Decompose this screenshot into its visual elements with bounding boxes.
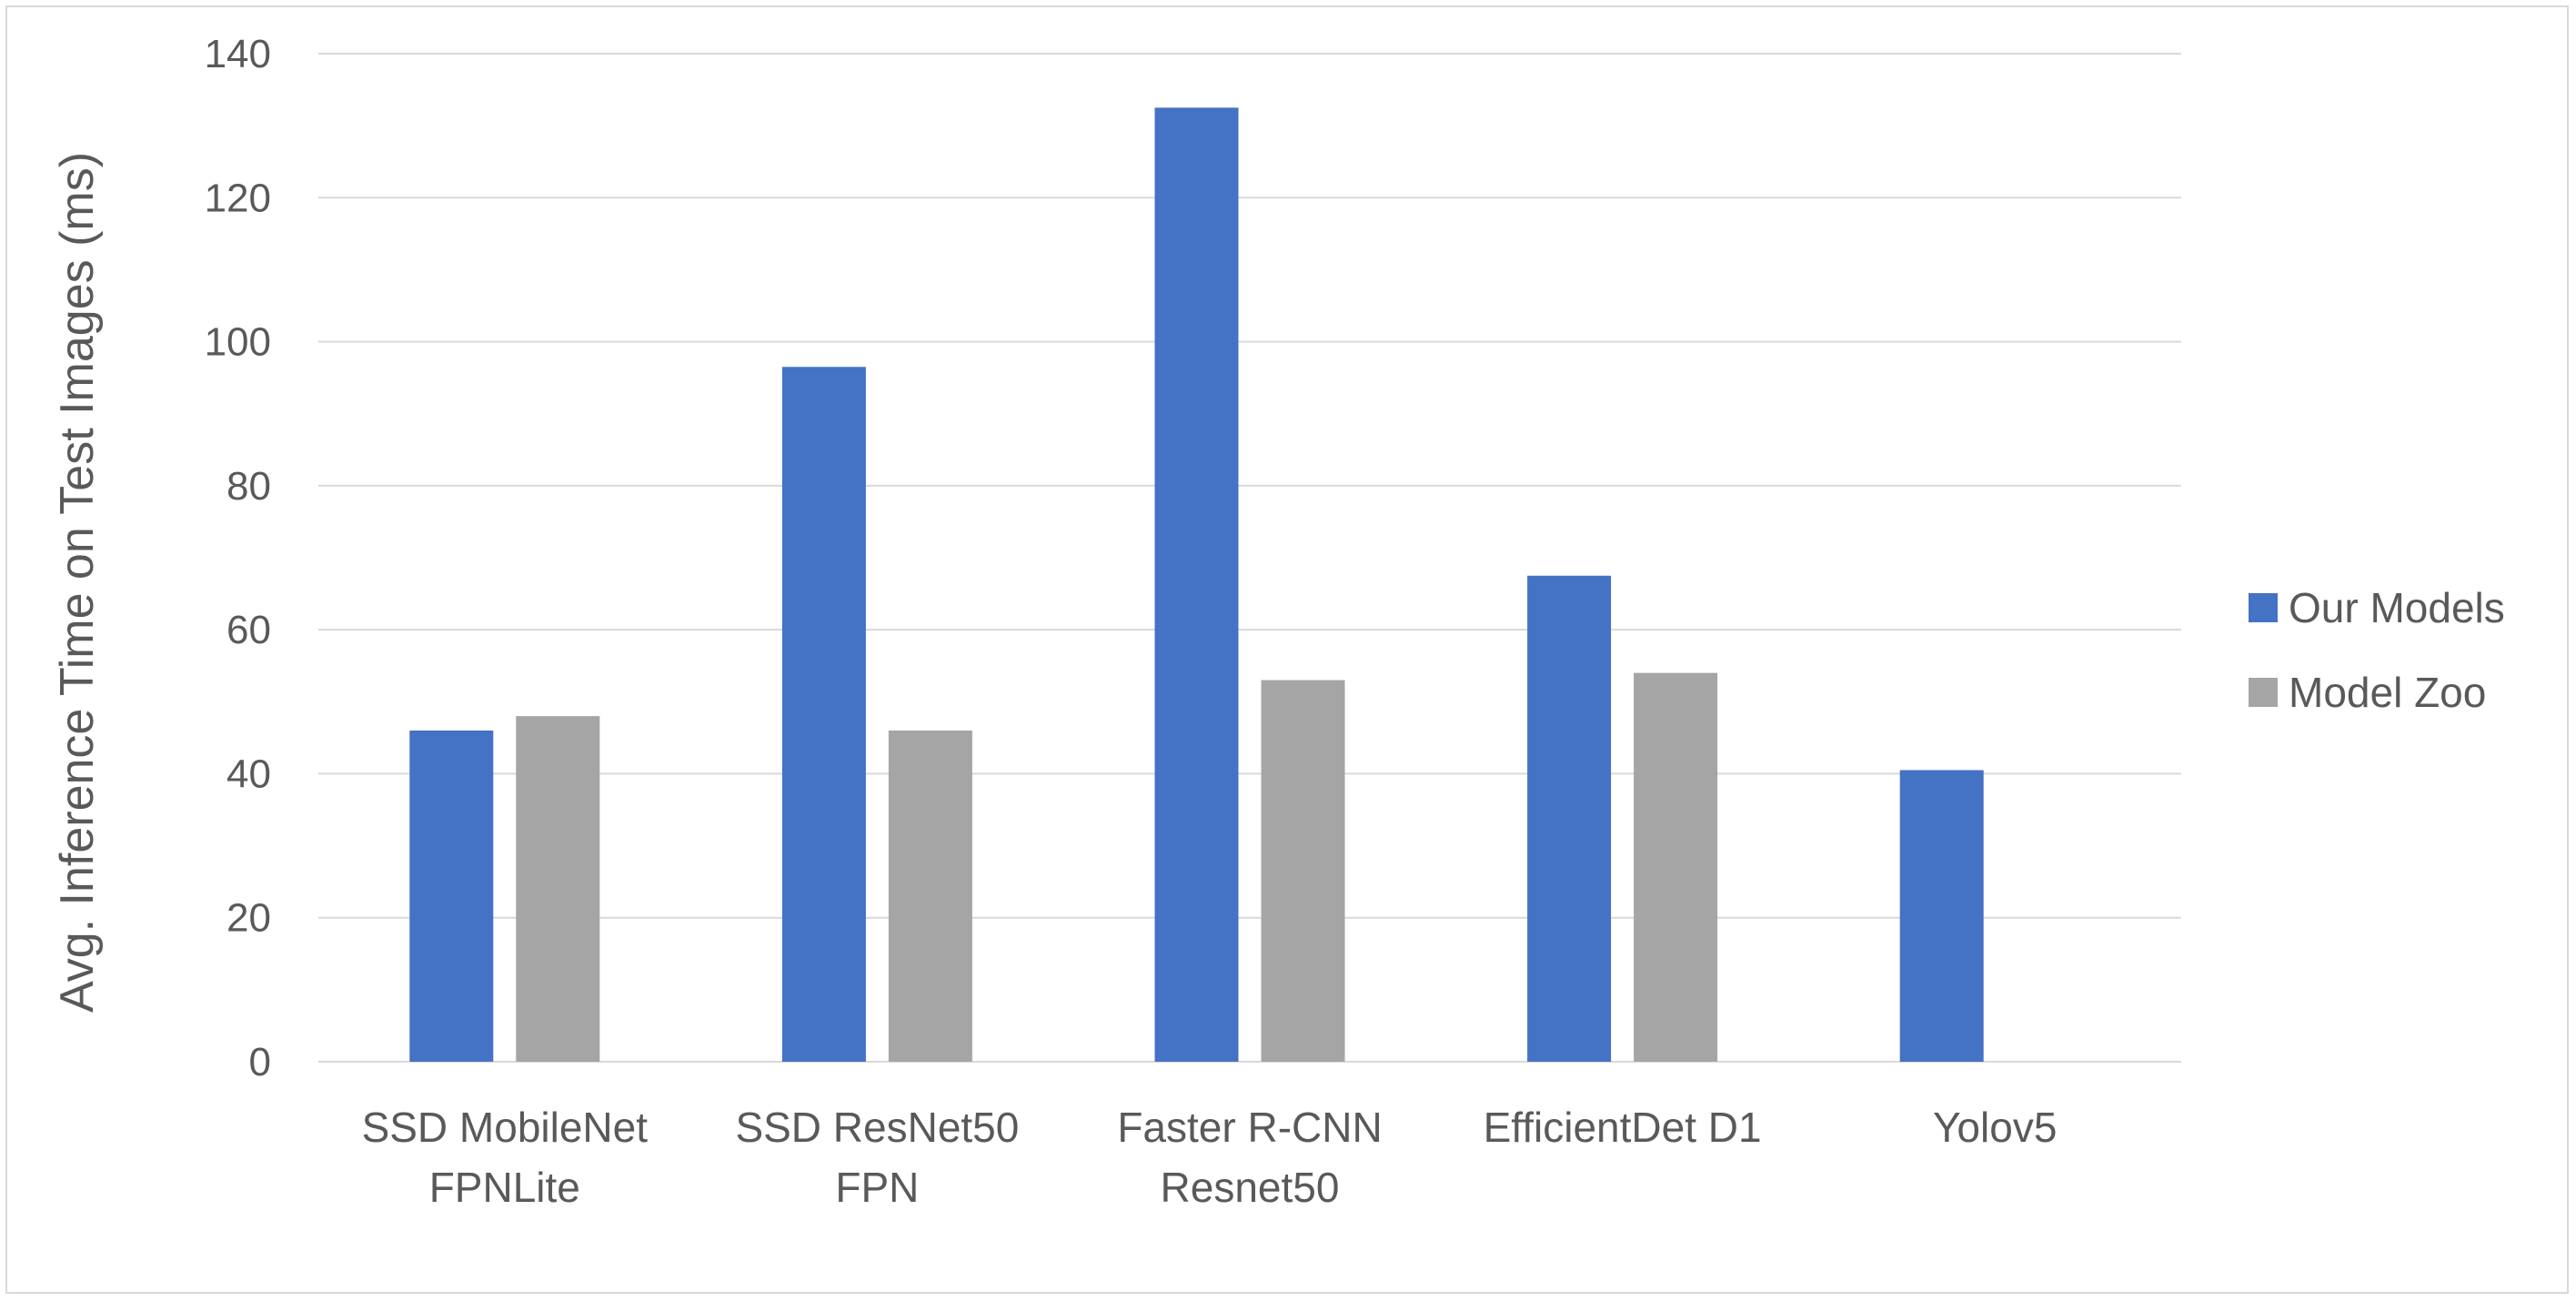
x-category-label: Yolov5 bbox=[1933, 1104, 2057, 1151]
y-tick-label: 100 bbox=[205, 320, 271, 365]
x-category-label: SSD MobileNet FPNLite bbox=[362, 1104, 649, 1211]
bar-model-zoo bbox=[1261, 680, 1345, 1062]
y-tick-label: 80 bbox=[226, 464, 271, 509]
bar-our-models bbox=[781, 367, 866, 1062]
bars bbox=[409, 107, 1984, 1062]
y-axis-title: Avg. Inference Time on Test Images (ms) bbox=[51, 152, 104, 1013]
legend: Our Models Model Zoo bbox=[2249, 584, 2505, 716]
bar-our-models bbox=[1527, 575, 1612, 1062]
y-tick-label: 0 bbox=[249, 1040, 271, 1084]
bar-model-zoo bbox=[1634, 672, 1718, 1062]
x-axis-category-labels: SSD MobileNet FPNLite SSD ResNet50 FPN Faste… bbox=[362, 1104, 2058, 1211]
bar-our-models bbox=[409, 730, 494, 1062]
x-category-label: SSD ResNet50 FPN bbox=[735, 1104, 1019, 1211]
legend-swatch bbox=[2249, 593, 2278, 622]
y-tick-label: 140 bbox=[205, 32, 271, 76]
legend-swatch bbox=[2249, 678, 2278, 707]
y-axis-ticks: 0 20 40 60 80 100 120 140 bbox=[205, 32, 271, 1084]
x-category-label: EfficientDet D1 bbox=[1484, 1104, 1762, 1151]
legend-label: Our Models bbox=[2289, 584, 2505, 631]
bar-our-models bbox=[1154, 107, 1239, 1062]
gridlines bbox=[318, 53, 2181, 1063]
y-tick-label: 20 bbox=[226, 896, 271, 941]
y-tick-label: 120 bbox=[205, 176, 271, 220]
y-tick-label: 60 bbox=[226, 608, 271, 652]
bar-our-models bbox=[1899, 770, 1984, 1062]
legend-label: Model Zoo bbox=[2289, 669, 2486, 716]
bar-model-zoo bbox=[888, 730, 972, 1062]
y-tick-label: 40 bbox=[226, 751, 271, 796]
chart-frame bbox=[5, 5, 2569, 1294]
x-category-label: Faster R-CNN Resnet50 bbox=[1117, 1104, 1382, 1211]
bar-model-zoo bbox=[516, 716, 600, 1062]
